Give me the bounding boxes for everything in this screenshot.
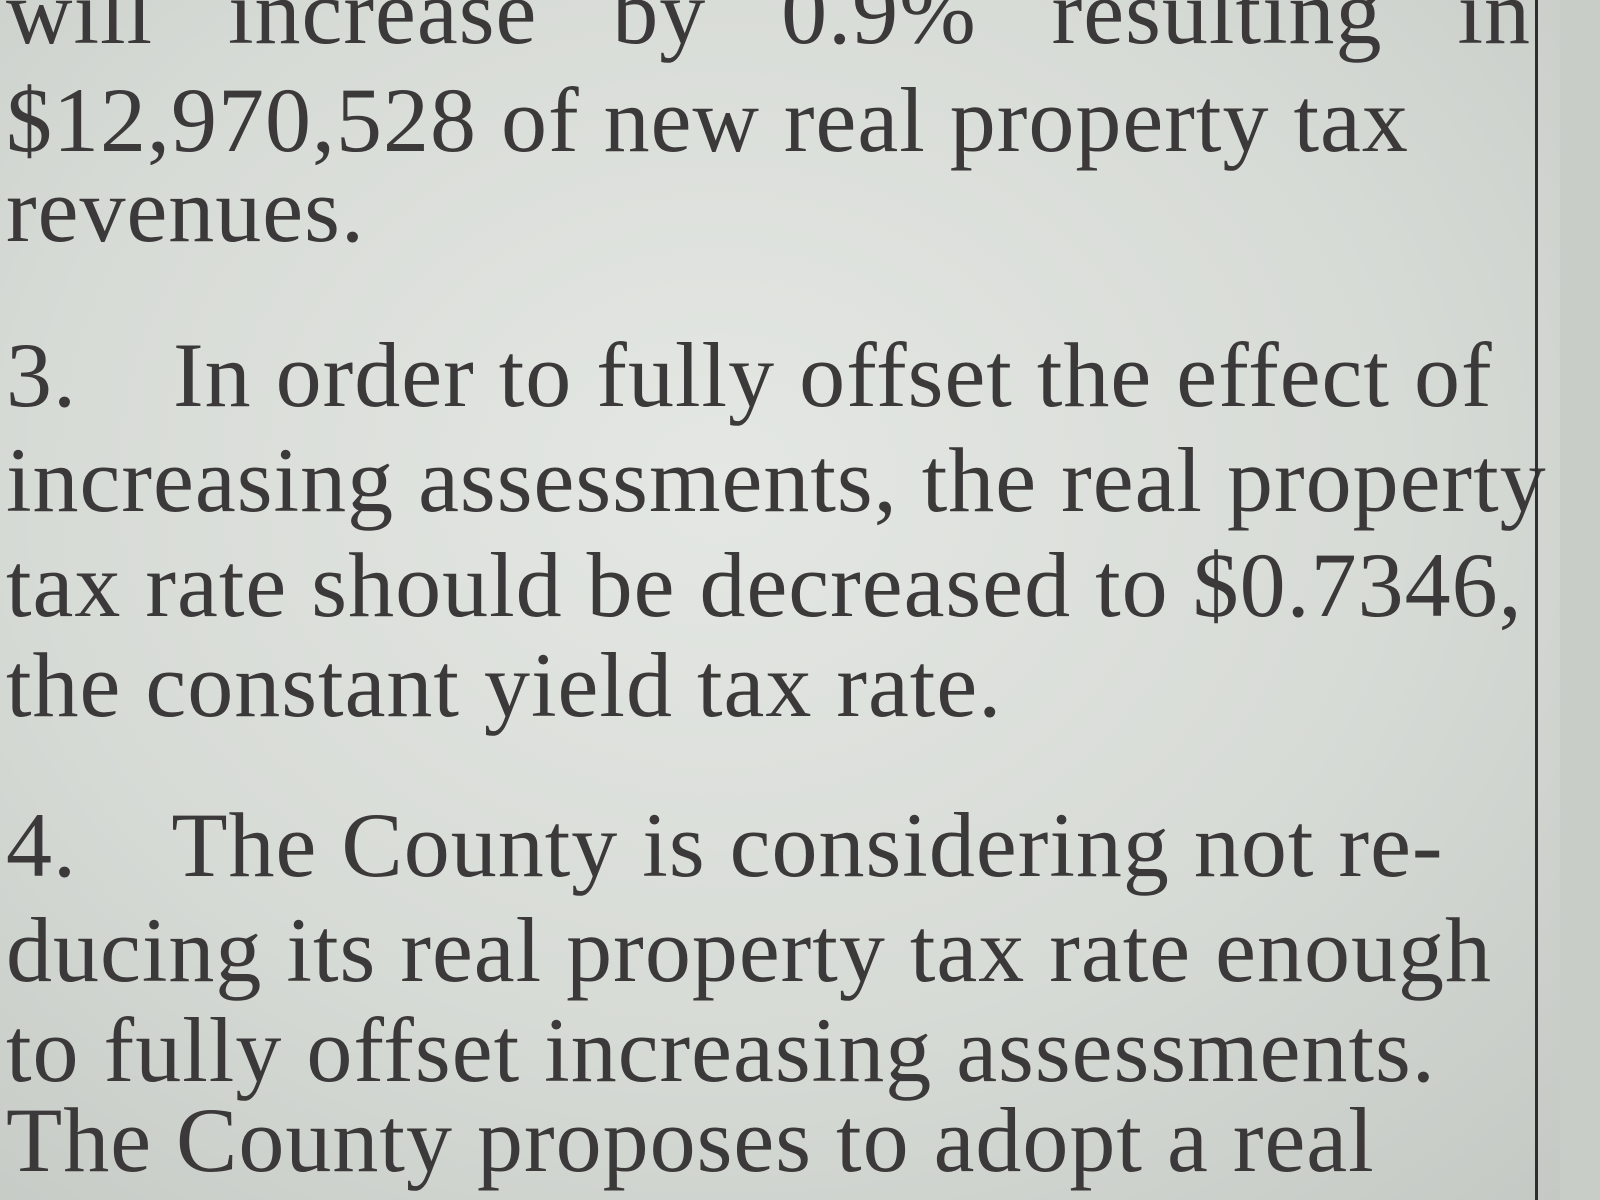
page-edge — [1560, 0, 1600, 1200]
text-line: to fully offset increasing assessments. — [6, 999, 1436, 1101]
text-line: 3. In order to fully offset the effect o… — [6, 324, 1493, 426]
text-line: $12,970,528 of new real property tax — [6, 69, 1409, 171]
text-line: The County proposes to adopt a real — [6, 1089, 1375, 1191]
text-line: ducing its real property tax rate enough — [6, 899, 1492, 1001]
text-line: tax rate should be decreased to $0.7346, — [6, 534, 1523, 636]
column-rule — [1535, 0, 1538, 1200]
text-line: revenues. — [6, 159, 365, 261]
text-line: the constant yield tax rate. — [6, 634, 1003, 736]
text-line: will increase by 0.9% resulting in — [6, 0, 1531, 63]
text-line: increasing assessments, the real propert… — [6, 429, 1547, 531]
text-line: 4. The County is considering not re- — [6, 794, 1444, 896]
